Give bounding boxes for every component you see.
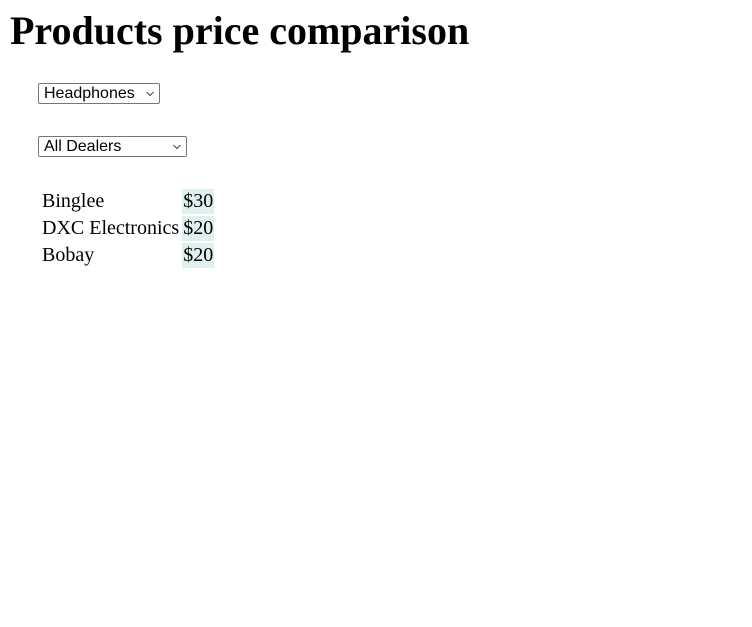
chevron-down-icon	[146, 91, 154, 97]
price-value: $30	[182, 189, 215, 214]
table-row: Bobay $20	[41, 243, 215, 268]
table-row: Binglee $30	[41, 189, 215, 214]
product-select[interactable]: Headphones	[38, 83, 160, 104]
dealer-name: Binglee	[42, 190, 105, 212]
dealer-select[interactable]: All Dealers	[38, 136, 187, 157]
dealer-name: DXC Electronics	[42, 217, 180, 239]
price-value: $20	[182, 216, 215, 241]
dealer-select-value: All Dealers	[44, 138, 122, 155]
price-value: $20	[182, 243, 215, 268]
page-title: Products price comparison	[10, 8, 470, 53]
chevron-down-icon	[173, 144, 181, 150]
product-select-value: Headphones	[44, 85, 135, 102]
dealer-name: Bobay	[42, 244, 95, 266]
table-row: DXC Electronics $20	[41, 216, 215, 241]
price-table: Binglee $30 DXC Electronics $20 Bobay $2…	[39, 187, 216, 270]
